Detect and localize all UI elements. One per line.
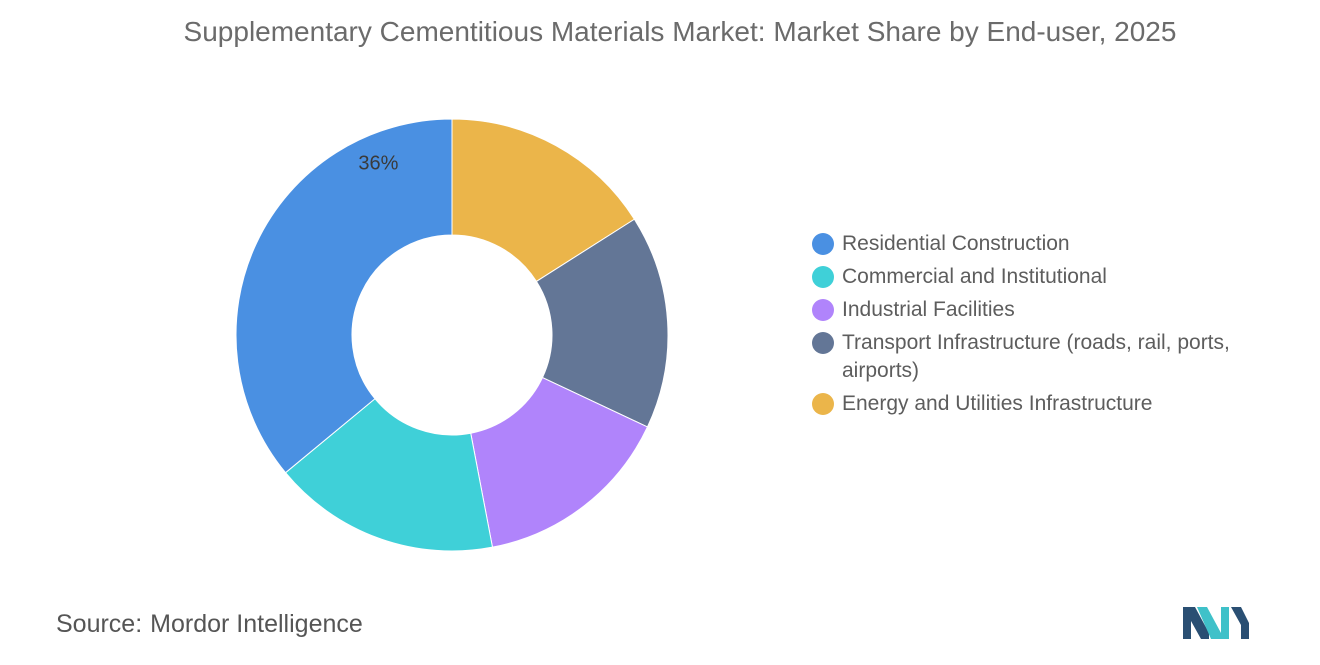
mordor-intelligence-logo-icon xyxy=(1183,607,1249,639)
source-value: Mordor Intelligence xyxy=(150,610,363,638)
legend-label: Energy and Utilities Infrastructure xyxy=(842,392,1153,415)
legend-item: Commercial and Institutional xyxy=(812,263,1232,291)
slice-commercial-and-institutional xyxy=(284,398,494,552)
legend-label: Commercial and Institutional xyxy=(842,265,1107,288)
slice-transport-infrastructure-roads-rail-ports-airports xyxy=(535,218,669,428)
donut-slices xyxy=(235,118,669,552)
legend-swatch xyxy=(812,332,834,354)
chart-title: Supplementary Cementitious Materials Mar… xyxy=(183,16,1177,47)
legend-swatch xyxy=(812,393,834,415)
legend-swatch xyxy=(812,233,834,255)
legend-item: Residential Construction xyxy=(812,230,1232,258)
legend-label: Industrial Facilities xyxy=(842,298,1015,321)
legend-label: Residential Construction xyxy=(842,232,1070,255)
legend-label: Transport Infrastructure (roads, rail, p… xyxy=(842,331,1230,382)
source-label: Source: xyxy=(56,610,143,638)
slice-residential-construction xyxy=(235,118,453,474)
legend-item: Industrial Facilities xyxy=(812,296,1232,324)
slice-industrial-facilities xyxy=(470,376,649,548)
chart-legend: Residential Construction Commercial and I… xyxy=(812,230,1232,423)
data-labels: 36% xyxy=(358,152,398,174)
legend-swatch xyxy=(812,299,834,321)
source-note: Source: Mordor Intelligence xyxy=(56,610,363,639)
legend-item: Energy and Utilities Infrastructure xyxy=(812,390,1232,418)
legend-item: Transport Infrastructure (roads, rail, p… xyxy=(812,329,1232,385)
slice-energy-and-utilities-infrastructure xyxy=(451,118,636,283)
data-label: 36% xyxy=(358,152,398,174)
legend-swatch xyxy=(812,266,834,288)
